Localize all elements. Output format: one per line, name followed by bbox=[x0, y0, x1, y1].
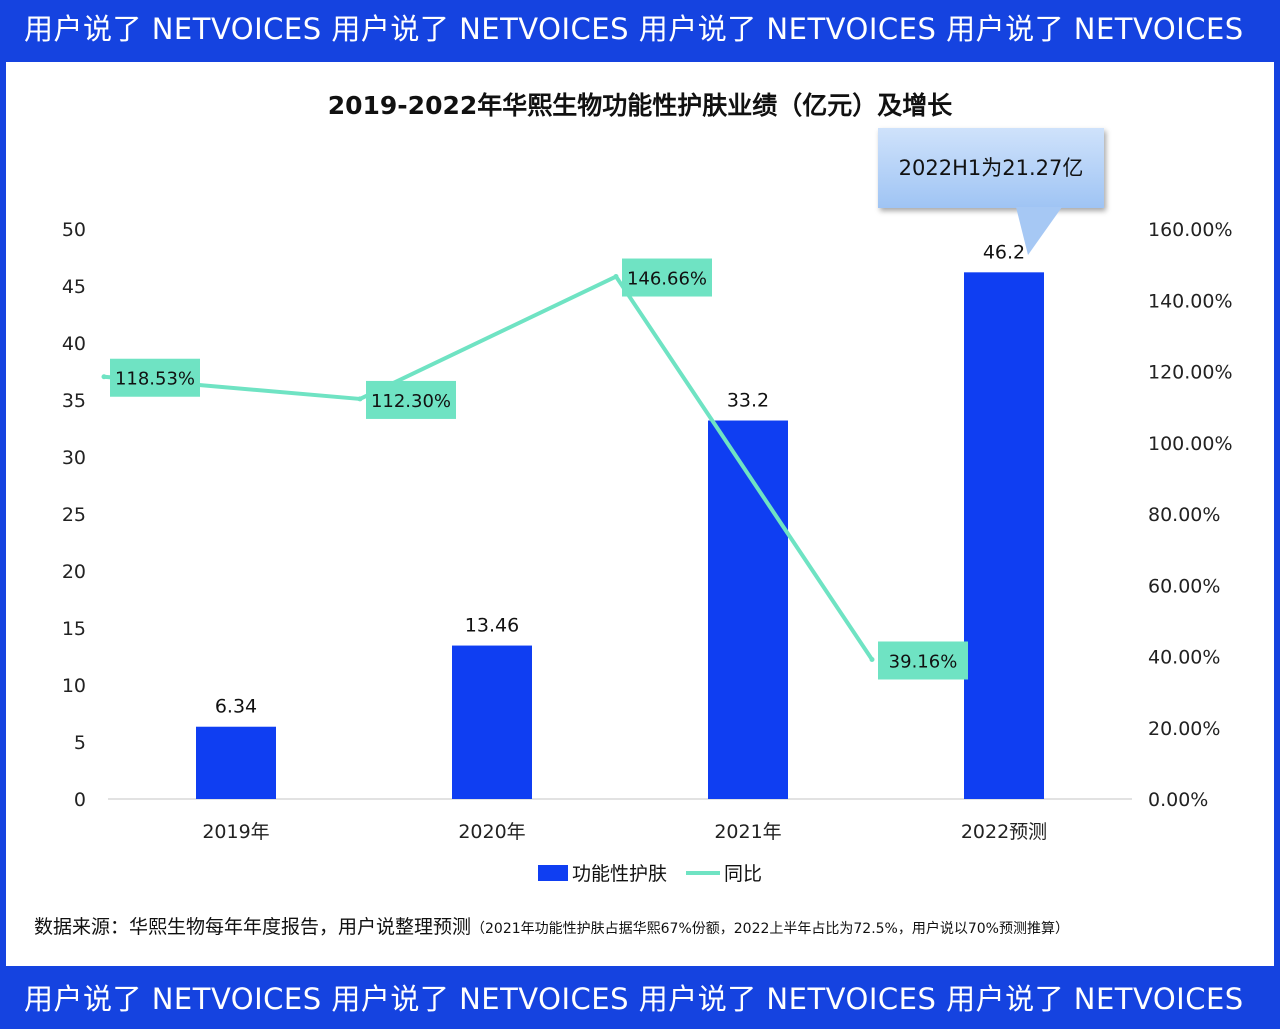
y2-axis-tick-label: 100.00% bbox=[1148, 433, 1233, 455]
line-data-label-box bbox=[878, 641, 968, 680]
y-axis-tick-label: 20 bbox=[62, 561, 86, 583]
y-axis-tick-label: 50 bbox=[62, 219, 86, 241]
y-axis-tick-label: 5 bbox=[74, 732, 86, 754]
y2-axis-tick-label: 160.00% bbox=[1148, 219, 1233, 241]
legend-label-bar: 功能性护肤 bbox=[572, 863, 667, 885]
data-source-main: 数据来源：华熙生物每年年度报告，用户说整理预测 bbox=[34, 916, 472, 938]
y-axis-tick-label: 15 bbox=[62, 618, 86, 640]
bar-data-label: 46.2 bbox=[983, 241, 1025, 263]
line-data-label: 118.53% bbox=[115, 369, 195, 390]
bar-data-label: 33.2 bbox=[727, 390, 769, 412]
annotation-callout: 2022H1为21.27亿 bbox=[878, 128, 1104, 208]
y-axis-tick-label: 30 bbox=[62, 447, 86, 469]
line-data-label: 112.30% bbox=[371, 391, 451, 412]
bottom-watermark-banner: 用户说了 NETVOICES 用户说了 NETVOICES 用户说了 NETVO… bbox=[24, 982, 1244, 1016]
data-source-note: 数据来源：华熙生物每年年度报告，用户说整理预测（2021年功能性护肤占据华熙67… bbox=[34, 912, 1274, 939]
top-watermark-banner: 用户说了 NETVOICES 用户说了 NETVOICES 用户说了 NETVO… bbox=[24, 12, 1244, 46]
bar-data-label: 6.34 bbox=[215, 696, 257, 718]
line-point bbox=[357, 396, 363, 402]
y2-axis-tick-label: 60.00% bbox=[1148, 575, 1220, 597]
chart-panel: 2019-2022年华熙生物功能性护肤业绩（亿元）及增长 0 5 10 15 20 25 30… bbox=[6, 62, 1274, 966]
line-data-label-box bbox=[110, 358, 200, 397]
y-axis-tick-label: 10 bbox=[62, 675, 86, 697]
annotation-callout-pointer bbox=[1016, 207, 1062, 255]
y2-axis-tick-label: 120.00% bbox=[1148, 362, 1233, 384]
bar bbox=[196, 726, 276, 799]
line-series-path bbox=[103, 274, 874, 661]
line-point bbox=[613, 274, 619, 280]
y-axis-tick-label: 0 bbox=[74, 789, 86, 811]
line-data-label-box bbox=[366, 380, 456, 419]
line-data-label: 146.66% bbox=[627, 269, 707, 290]
y2-axis-tick-label: 80.00% bbox=[1148, 504, 1220, 526]
legend-swatch-bar bbox=[538, 865, 568, 881]
bar bbox=[708, 420, 788, 799]
chart-title: 2019-2022年华熙生物功能性护肤业绩（亿元）及增长 bbox=[328, 91, 954, 120]
y2-axis-tick-label: 0.00% bbox=[1148, 789, 1208, 811]
x-axis-tick-label: 2021年 bbox=[714, 821, 781, 843]
line-point bbox=[101, 374, 107, 380]
y-axis-tick-label: 25 bbox=[62, 504, 86, 526]
line-data-label-box bbox=[622, 258, 712, 297]
y-axis-tick-label: 45 bbox=[62, 276, 86, 298]
y2-axis-tick-label: 20.00% bbox=[1148, 718, 1220, 740]
line-data-label: 39.16% bbox=[889, 651, 958, 672]
bar-data-label: 13.46 bbox=[465, 615, 519, 637]
chart-svg: 2019-2022年华熙生物功能性护肤业绩（亿元）及增长 0 5 10 15 20 25 30… bbox=[62, 91, 1233, 885]
legend-label-line: 同比 bbox=[724, 863, 762, 885]
x-axis-tick-label: 2020年 bbox=[458, 821, 525, 843]
y2-axis-tick-label: 140.00% bbox=[1148, 290, 1233, 312]
bar bbox=[964, 272, 1044, 799]
bar bbox=[452, 645, 532, 799]
data-source-detail: （2021年功能性护肤占据华熙67%份额，2022上半年占比为72.5%，用户说… bbox=[471, 921, 1069, 937]
x-axis-tick-label: 2022预测 bbox=[961, 821, 1047, 843]
y-axis-tick-label: 35 bbox=[62, 390, 86, 412]
y-axis-tick-label: 40 bbox=[62, 333, 86, 355]
x-axis-tick-label: 2019年 bbox=[202, 821, 269, 843]
y2-axis-tick-label: 40.00% bbox=[1148, 647, 1220, 669]
line-point bbox=[869, 656, 875, 662]
